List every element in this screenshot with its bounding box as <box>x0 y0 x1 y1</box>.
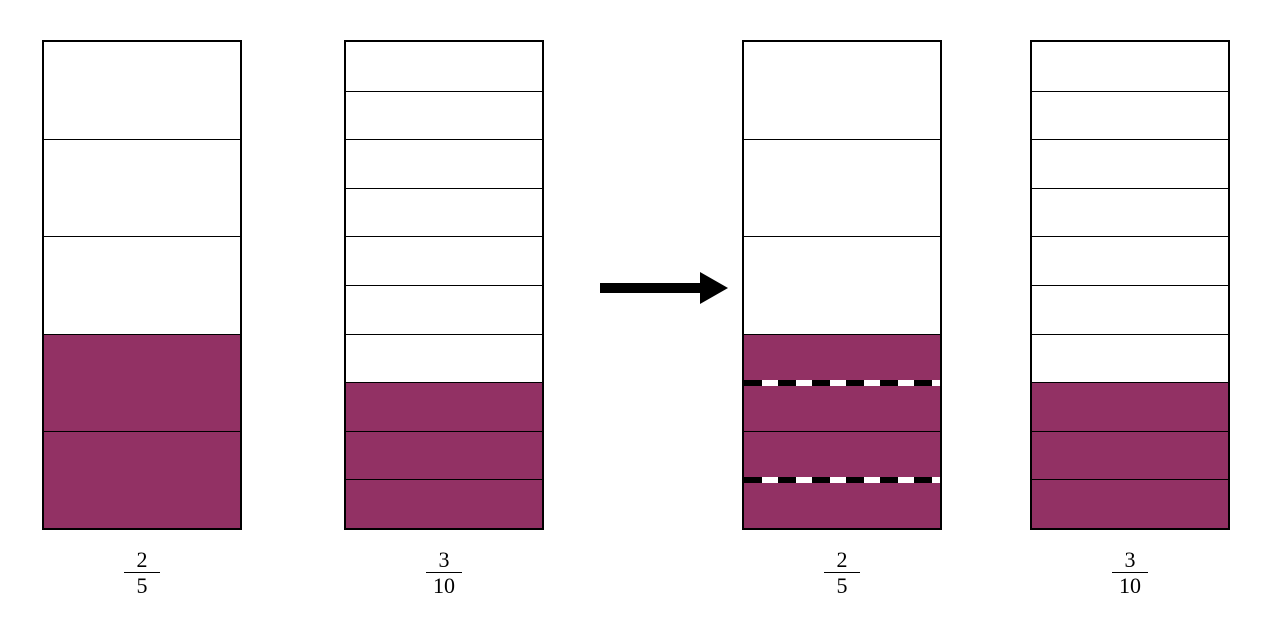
bar-3-10-right <box>1030 40 1230 530</box>
fraction-denominator: 5 <box>124 572 160 597</box>
fraction-numerator: 2 <box>824 548 860 571</box>
segment <box>744 236 940 333</box>
dashed-subdivision <box>744 380 940 386</box>
segment <box>346 236 542 285</box>
segment <box>44 139 240 236</box>
segment <box>346 431 542 480</box>
segment <box>44 42 240 139</box>
segment <box>346 334 542 383</box>
segment <box>1032 431 1228 480</box>
segment <box>1032 285 1228 334</box>
segment <box>1032 188 1228 237</box>
bar-2-5-right <box>742 40 942 530</box>
fraction-numerator: 2 <box>124 548 160 571</box>
bar-3-10-right-label: 310 <box>1112 548 1148 597</box>
segment <box>346 285 542 334</box>
segment <box>1032 382 1228 431</box>
fraction-denominator: 10 <box>426 572 462 597</box>
segment <box>44 334 240 431</box>
segment <box>744 139 940 236</box>
segment <box>346 382 542 431</box>
bar-2-5-left-label: 25 <box>124 548 160 597</box>
segment <box>744 334 940 431</box>
fraction-denominator: 5 <box>824 572 860 597</box>
fraction-diagram: 2531025310 <box>0 0 1276 620</box>
segment <box>346 42 542 91</box>
bar-2-5-left <box>42 40 242 530</box>
bar-3-10-left-label: 310 <box>426 548 462 597</box>
segment <box>1032 479 1228 528</box>
segment <box>44 236 240 333</box>
segment <box>1032 42 1228 91</box>
segment <box>1032 139 1228 188</box>
bar-2-5-right-label: 25 <box>824 548 860 597</box>
arrow-icon <box>600 270 728 306</box>
segment <box>346 188 542 237</box>
bar-3-10-left <box>344 40 544 530</box>
fraction-numerator: 3 <box>426 548 462 571</box>
segment <box>346 91 542 140</box>
segment <box>1032 334 1228 383</box>
segment <box>1032 91 1228 140</box>
fraction-denominator: 10 <box>1112 572 1148 597</box>
segment <box>744 42 940 139</box>
segment <box>744 431 940 528</box>
dashed-subdivision <box>744 477 940 483</box>
segment <box>1032 236 1228 285</box>
segment <box>44 431 240 528</box>
fraction-numerator: 3 <box>1112 548 1148 571</box>
segment <box>346 479 542 528</box>
segment <box>346 139 542 188</box>
